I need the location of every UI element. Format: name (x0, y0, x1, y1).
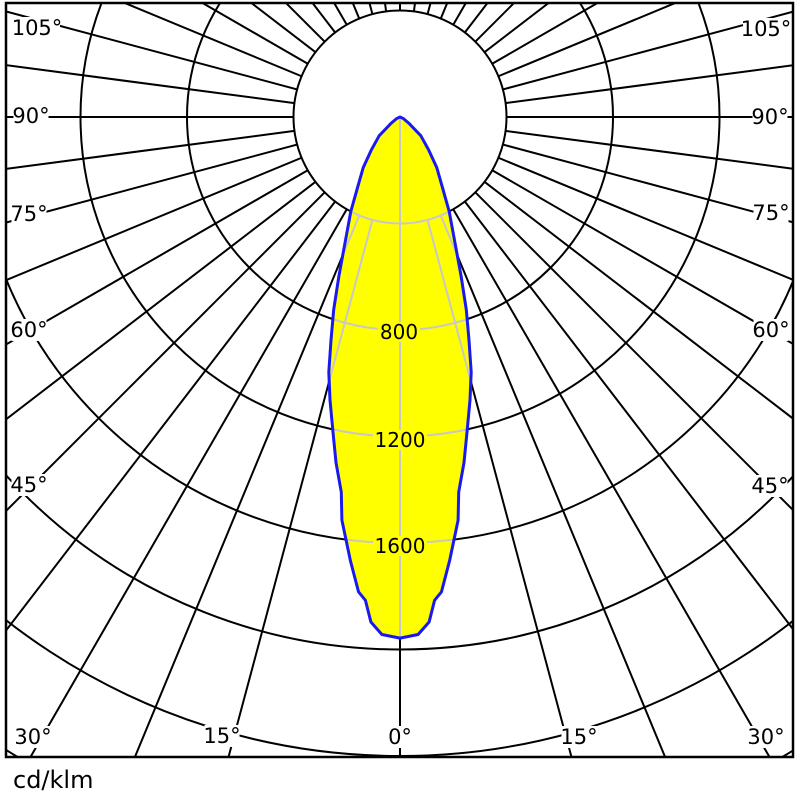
inner-radial-line (426, 219, 472, 620)
radial-line (498, 156, 793, 281)
radial-line (474, 191, 793, 512)
angle-label-bg (748, 726, 784, 748)
angle-label: 60° (10, 318, 47, 342)
radial-line (122, 3, 302, 78)
inner-radial-line (328, 219, 374, 620)
radial-line (6, 169, 309, 346)
angle-label: 90° (12, 104, 49, 128)
angle-label: 90° (751, 105, 788, 129)
angle-label-bg (752, 475, 788, 497)
angle-label-bg (11, 203, 47, 225)
radial-line (502, 10, 793, 91)
radial-line (200, 3, 309, 65)
radial-line (491, 3, 600, 65)
unit-label: cd/klm (13, 766, 94, 794)
angle-label: 15° (203, 724, 240, 748)
angle-label-bg (752, 106, 788, 128)
angle-label-bg (11, 474, 47, 496)
angle-label: 0° (388, 725, 412, 749)
angle-label: 75° (10, 202, 47, 226)
angle-label-bg (753, 202, 789, 224)
angle-label-bg (204, 725, 240, 747)
radial-line (29, 208, 348, 757)
angle-label: 75° (752, 201, 789, 225)
radial-line (133, 215, 361, 757)
ring-label-bg (373, 536, 427, 556)
radial-line (505, 64, 793, 105)
plot-border (4, 1, 795, 759)
radial-line (505, 129, 793, 170)
angle-label: 45° (751, 474, 788, 498)
radial-line (6, 129, 295, 170)
radial-line (6, 64, 295, 105)
radial-line (6, 181, 317, 421)
radial-line (439, 215, 667, 757)
radial-line (502, 143, 793, 224)
radial-line (6, 10, 298, 91)
angle-label-bg (561, 726, 597, 748)
ring-label-bg (373, 430, 427, 450)
radial-line (483, 181, 793, 420)
angle-label: 60° (752, 318, 789, 342)
ring-label-bg (378, 322, 420, 342)
angle-label: 45° (10, 473, 47, 497)
radial-line (6, 143, 298, 224)
radial-line (464, 200, 793, 631)
angle-label-bg (743, 18, 789, 40)
angle-label-bg (13, 105, 49, 127)
ring-value-label: 800 (380, 320, 418, 344)
angle-label-bg (388, 726, 412, 748)
angle-label-bg (753, 319, 789, 341)
radial-line (6, 191, 326, 513)
beam-curve (327, 115, 473, 640)
radial-line (6, 200, 336, 633)
angle-label-bg (15, 726, 51, 748)
angle-label: 105° (741, 17, 792, 41)
ring-value-label: 1200 (375, 428, 426, 452)
angle-label: 30° (14, 725, 51, 749)
angle-label-bg (11, 319, 47, 341)
radial-line (6, 156, 302, 282)
angle-label-bg (14, 17, 60, 39)
angle-label: 15° (560, 725, 597, 749)
angle-label: 105° (12, 16, 63, 40)
ring-value-label: 1600 (375, 534, 426, 558)
angle-label: 30° (747, 725, 784, 749)
radial-line (452, 208, 771, 757)
radial-line (498, 3, 678, 78)
